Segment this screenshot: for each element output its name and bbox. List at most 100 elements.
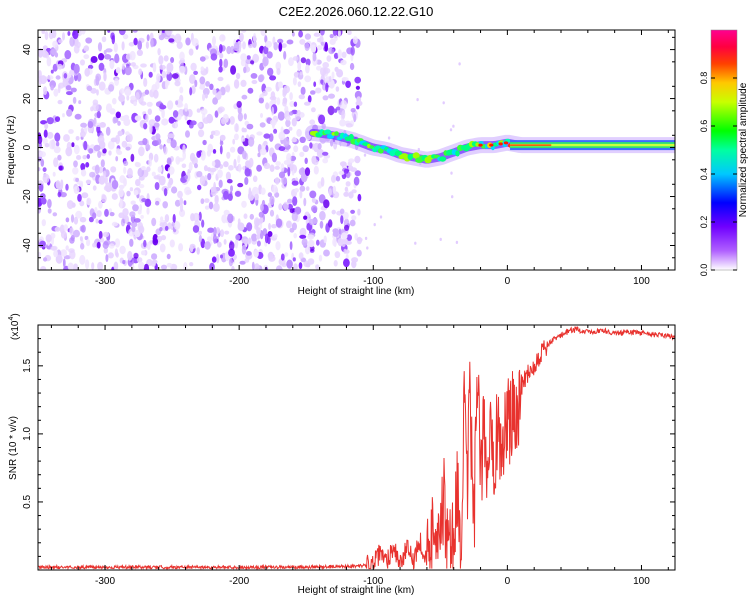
noise-speckle bbox=[241, 200, 247, 208]
noise-speckle bbox=[182, 151, 186, 160]
x-tick-label: -100 bbox=[363, 276, 383, 287]
noise-speckle bbox=[111, 221, 118, 227]
noise-speckle bbox=[151, 253, 158, 260]
noise-speckle bbox=[60, 179, 64, 188]
noise-speckle bbox=[170, 139, 177, 149]
noise-speckle bbox=[349, 219, 356, 227]
noise-speckle bbox=[85, 37, 93, 44]
noise-speckle bbox=[355, 85, 360, 90]
noise-speckle bbox=[71, 142, 75, 148]
noise-speckle bbox=[140, 214, 144, 219]
noise-speckle bbox=[263, 140, 268, 147]
noise-speckle bbox=[250, 73, 258, 79]
noise-speckle bbox=[212, 88, 217, 95]
noise-speckle bbox=[379, 215, 383, 219]
noise-speckle bbox=[119, 175, 126, 184]
noise-speckle bbox=[274, 177, 280, 185]
noise-speckle bbox=[57, 85, 61, 94]
noise-speckle bbox=[80, 163, 86, 171]
noise-speckle bbox=[154, 115, 161, 122]
noise-speckle bbox=[133, 189, 139, 196]
signal-track bbox=[304, 124, 675, 168]
noise-speckle bbox=[38, 251, 42, 258]
noise-speckle bbox=[47, 208, 52, 214]
noise-speckle bbox=[38, 201, 42, 207]
noise-speckle bbox=[114, 78, 119, 86]
noise-speckle bbox=[94, 207, 98, 213]
noise-speckle bbox=[277, 38, 284, 44]
noise-speckle bbox=[271, 106, 275, 116]
noise-speckle bbox=[140, 63, 147, 68]
noise-speckle bbox=[107, 30, 111, 33]
noise-speckle bbox=[305, 58, 311, 66]
noise-speckle bbox=[299, 151, 305, 157]
noise-speckle bbox=[179, 86, 184, 94]
noise-speckle bbox=[76, 72, 82, 82]
noise-speckle bbox=[172, 110, 179, 118]
noise-speckle bbox=[320, 30, 325, 36]
noise-speckle bbox=[311, 205, 318, 213]
noise-speckle bbox=[80, 169, 87, 177]
noise-speckle bbox=[246, 123, 254, 130]
noise-speckle bbox=[343, 258, 350, 268]
noise-speckle bbox=[184, 174, 188, 180]
noise-speckle bbox=[53, 157, 59, 168]
noise-speckle bbox=[48, 139, 56, 150]
noise-speckle bbox=[307, 258, 315, 265]
noise-speckle bbox=[164, 214, 170, 223]
noise-speckle bbox=[237, 222, 245, 231]
noise-speckle bbox=[259, 122, 266, 128]
noise-speckle bbox=[79, 200, 85, 207]
noise-speckle bbox=[98, 53, 105, 61]
noise-speckle bbox=[298, 262, 303, 270]
x-tick-label: 0 bbox=[505, 276, 511, 287]
noise-speckle bbox=[227, 193, 233, 201]
noise-speckle bbox=[65, 183, 69, 191]
noise-speckle bbox=[139, 184, 145, 189]
noise-speckle bbox=[105, 126, 111, 136]
noise-speckle bbox=[323, 249, 330, 257]
noise-speckle bbox=[199, 56, 206, 62]
noise-speckle bbox=[146, 34, 150, 42]
noise-speckle bbox=[350, 46, 355, 56]
noise-speckle bbox=[318, 254, 323, 262]
noise-speckle bbox=[115, 252, 119, 258]
noise-speckle bbox=[82, 155, 87, 160]
noise-speckle bbox=[299, 185, 306, 192]
noise-speckle bbox=[86, 85, 93, 92]
noise-speckle bbox=[220, 229, 225, 238]
noise-speckle bbox=[40, 158, 45, 167]
noise-speckle bbox=[309, 119, 316, 125]
noise-speckle bbox=[256, 164, 262, 172]
noise-speckle bbox=[319, 210, 326, 221]
noise-speckle bbox=[53, 146, 61, 154]
noise-speckle bbox=[270, 119, 277, 126]
noise-speckle bbox=[66, 200, 74, 210]
colorbar: 0.0 0.2 0.4 0.6 0.8 Normalized spectral ampl… bbox=[699, 29, 749, 276]
noise-speckle bbox=[209, 117, 214, 122]
noise-speckle bbox=[273, 42, 279, 51]
noise-speckle bbox=[311, 197, 316, 203]
noise-speckle bbox=[81, 224, 86, 233]
noise-speckle bbox=[248, 44, 254, 48]
noise-speckle bbox=[217, 241, 222, 248]
noise-speckle bbox=[327, 105, 335, 116]
noise-speckle bbox=[272, 184, 278, 194]
noise-speckle bbox=[53, 249, 58, 258]
noise-speckle bbox=[179, 203, 184, 213]
noise-speckle bbox=[221, 214, 228, 224]
noise-speckle bbox=[328, 75, 332, 82]
noise-speckle bbox=[166, 262, 173, 268]
noise-speckle bbox=[205, 66, 209, 74]
noise-speckle bbox=[52, 212, 58, 217]
noise-speckle bbox=[79, 236, 83, 242]
noise-speckle bbox=[145, 144, 151, 151]
noise-speckle bbox=[353, 113, 357, 123]
x-tick-label: 100 bbox=[633, 576, 650, 587]
noise-speckle bbox=[129, 238, 134, 247]
noise-speckle bbox=[219, 52, 224, 59]
noise-speckle bbox=[146, 101, 153, 107]
noise-speckle bbox=[174, 199, 181, 207]
noise-speckle bbox=[193, 70, 199, 75]
noise-speckle bbox=[190, 62, 197, 71]
